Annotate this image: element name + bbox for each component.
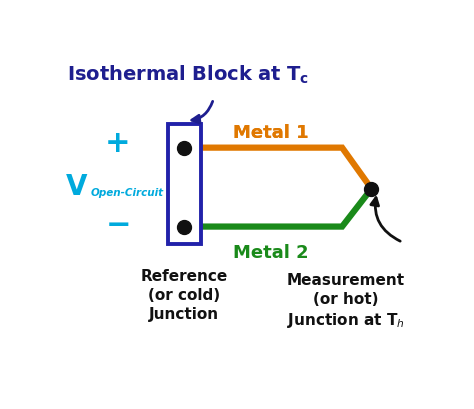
Bar	[168, 125, 201, 244]
Text: Reference
(or cold)
Junction: Reference (or cold) Junction	[140, 269, 228, 321]
Point	[180, 145, 188, 152]
Text: −: −	[105, 211, 131, 240]
Text: Metal 1: Metal 1	[233, 124, 308, 142]
Text: Metal 2: Metal 2	[233, 243, 308, 261]
Text: $\mathbf{Isothermal\ Block\ at\ T_c}$: $\mathbf{Isothermal\ Block\ at\ T_c}$	[66, 63, 309, 85]
Text: +: +	[105, 129, 131, 158]
Text: $\mathbf{V}$: $\mathbf{V}$	[65, 172, 88, 200]
Text: Open-Circuit: Open-Circuit	[91, 187, 164, 198]
Text: Measurement
(or hot)
Junction at T$_h$: Measurement (or hot) Junction at T$_h$	[287, 273, 405, 329]
Point	[180, 224, 188, 230]
Text: Metal 1: Metal 1	[233, 124, 308, 142]
Point	[368, 186, 375, 193]
